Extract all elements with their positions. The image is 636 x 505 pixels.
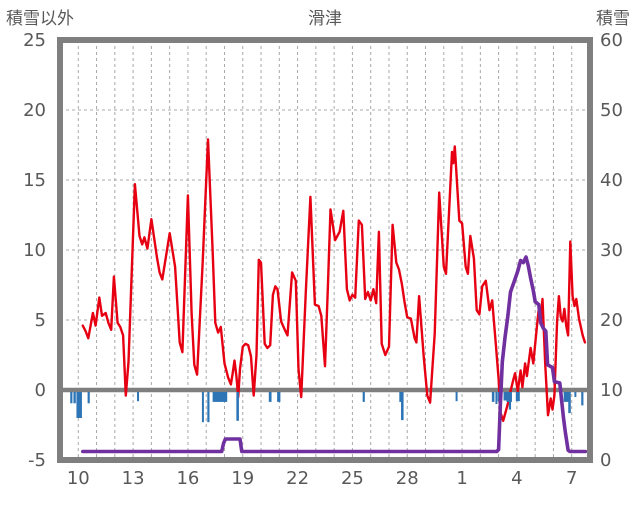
x-axis-tick-label: 16 [176, 468, 199, 489]
left-axis-tick-label: 0 [35, 380, 46, 401]
right-axis-tick-label: 30 [600, 240, 623, 261]
x-axis-tick-label: 4 [511, 468, 522, 489]
x-axis-tick-label: 19 [231, 468, 254, 489]
left-axis-title: 積雪以外 [6, 9, 74, 29]
precipitation-bar [491, 392, 495, 402]
x-axis-tick-label: 28 [396, 468, 419, 489]
plot-frame [57, 37, 593, 463]
precipitation-bar [70, 392, 73, 404]
precipitation-bar [207, 392, 210, 423]
left-axis-tick-label: 20 [23, 100, 46, 121]
left-axis-tick-label: 25 [23, 30, 46, 51]
left-axis-tick-label: 10 [23, 240, 46, 261]
left-axis-tick-label: 5 [35, 310, 46, 331]
precipitation-bar [73, 392, 76, 404]
left-axis-tick-label: 15 [23, 170, 46, 191]
snow-depth-line [81, 255, 588, 454]
x-axis-tick-label: 13 [122, 468, 145, 489]
right-axis-tick-label: 60 [600, 30, 623, 51]
precipitation-bar [515, 392, 520, 402]
precipitation-bar [503, 392, 508, 401]
precipitation-bar [212, 392, 228, 402]
precipitation-bar [568, 392, 571, 414]
precipitation-bar [236, 392, 239, 421]
precipitation-bar [137, 392, 140, 402]
right-axis-tick-label: 40 [600, 170, 623, 191]
right-axis-tick-label: 20 [600, 310, 623, 331]
right-axis-title: 積雪 [596, 9, 630, 29]
precipitation-bar [563, 392, 569, 402]
left-axis-tick-label: -5 [28, 450, 46, 471]
precipitation-bar [268, 392, 272, 402]
precipitation-bar [455, 392, 458, 402]
precipitation-bar [401, 392, 404, 421]
precipitation-bar [277, 392, 281, 402]
precipitation-bar [76, 392, 82, 418]
precipitation-bar [362, 392, 365, 402]
precipitation-bar [201, 392, 204, 423]
precipitation-bar [581, 392, 584, 406]
precipitation-bar [508, 392, 512, 410]
right-axis-tick-label: 0 [600, 450, 611, 471]
temperature-line [81, 138, 587, 422]
x-axis-tick-label: 7 [566, 468, 577, 489]
precipitation-bar [399, 392, 402, 402]
precipitation-bar [574, 392, 577, 397]
x-axis-tick-label: 1 [456, 468, 467, 489]
chart-title: 滑津 [308, 9, 342, 29]
right-axis-tick-label: 10 [600, 380, 623, 401]
precipitation-bar [87, 392, 90, 404]
x-axis-tick-label: 25 [341, 468, 364, 489]
x-axis-tick-label: 10 [67, 468, 90, 489]
right-axis-tick-label: 50 [600, 100, 623, 121]
x-axis-tick-label: 22 [286, 468, 309, 489]
precipitation-bar [495, 392, 498, 404]
